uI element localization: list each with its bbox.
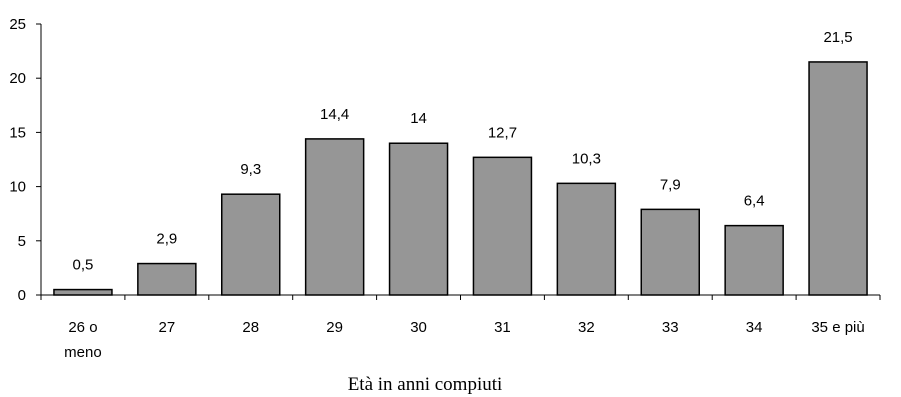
- x-tick-label: 30: [410, 319, 427, 336]
- data-label: 7,9: [660, 176, 681, 193]
- y-tick-label: 10: [9, 179, 26, 196]
- bar: [53, 288, 113, 296]
- bar: [724, 224, 784, 296]
- data-label: 9,3: [240, 161, 261, 178]
- y-tick-label: 5: [18, 233, 26, 250]
- x-tick-label: 32: [578, 319, 595, 336]
- bar: [304, 138, 365, 296]
- bars: 0,5 2,9 9,3 14,4 14 12,7 10,3 7,9 6,4 21,5: [53, 29, 868, 296]
- bar: [556, 182, 617, 296]
- data-label: 21,5: [823, 29, 852, 46]
- x-tick-label: 35 e più: [811, 319, 864, 336]
- x-tick-label: 34: [746, 319, 763, 336]
- y-tick-label: 20: [9, 70, 26, 87]
- x-axis-title: Età in anni compiuti: [348, 374, 503, 395]
- bar: [808, 61, 868, 296]
- bar: [221, 193, 281, 296]
- data-label: 14: [410, 110, 427, 127]
- data-label: 14,4: [320, 106, 349, 123]
- bar: [388, 142, 449, 296]
- data-label: 6,4: [744, 193, 765, 210]
- bar: [472, 156, 533, 296]
- x-tick-label: 27: [159, 319, 176, 336]
- data-label: 2,9: [156, 231, 177, 248]
- y-tick-label: 25: [9, 16, 26, 33]
- x-tick-label: 26 o meno: [64, 319, 102, 361]
- x-tick-label: 29: [326, 319, 343, 336]
- x-tick-label: 28: [242, 319, 259, 336]
- data-label: 12,7: [488, 124, 517, 141]
- data-label: 0,5: [73, 257, 94, 274]
- x-axis: 26 o meno 27 28 29 30 31 32 33 34 35 e più: [40, 294, 881, 361]
- y-axis: 0 5 10 15 20 25: [9, 16, 42, 304]
- data-label: 10,3: [572, 150, 601, 167]
- y-tick-label: 0: [18, 287, 26, 304]
- x-tick-label: 31: [494, 319, 511, 336]
- bar: [137, 262, 197, 296]
- y-tick-label: 15: [9, 124, 26, 141]
- bar: [640, 208, 700, 296]
- x-tick-label: 33: [662, 319, 679, 336]
